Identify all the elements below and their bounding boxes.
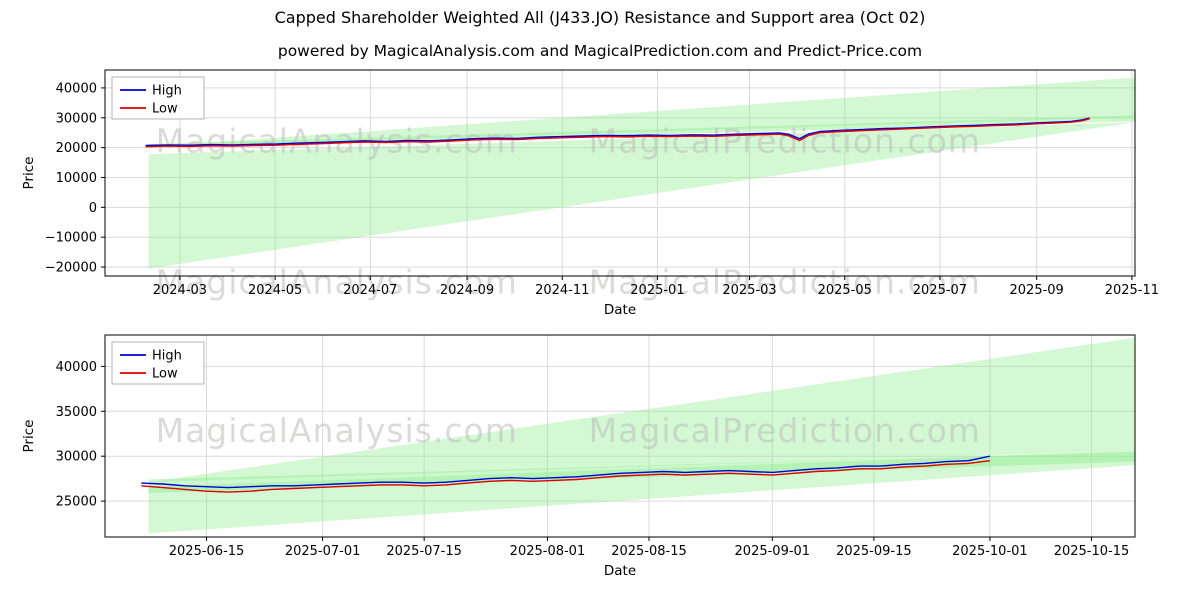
legend-label: Low	[152, 102, 178, 117]
axis-labels: 2025-06-15 2025-07-01 2025-07-15 2025-08-01…	[21, 360, 1129, 579]
plot-border	[104, 334, 1136, 538]
y-tick-label: 30000	[56, 111, 97, 126]
support-resistance-band	[148, 115, 1135, 149]
x-tick-label: 2024-11	[535, 283, 589, 298]
detail-chart: MagicalAnalysis.com MagicalPrediction.com…	[21, 334, 1136, 579]
support-resistance-band	[148, 122, 1135, 269]
watermark-text: MagicalPrediction.com	[589, 263, 981, 302]
legend-box	[111, 341, 205, 385]
legend-label: Low	[152, 367, 178, 382]
legend-box	[111, 76, 205, 120]
axis-labels: 2024-03 2024-05 2024-07 2024-09 2024-11 2025-…	[21, 81, 1159, 315]
y-tick-label: −20000	[45, 261, 97, 276]
x-tick-label: 2025-01	[630, 283, 684, 298]
x-tick-label: 2025-10-15	[1054, 544, 1130, 559]
x-tick-label: 2025-07-01	[285, 544, 361, 559]
watermark-text: MagicalAnalysis.com	[156, 411, 518, 450]
y-tick-label: 30000	[56, 450, 97, 465]
overview-chart: MagicalAnalysis.com MagicalPrediction.com…	[21, 69, 1159, 315]
y-tick-label: 25000	[56, 495, 97, 510]
y-tick-label: 35000	[56, 405, 97, 420]
y-axis-label: Price	[21, 157, 37, 190]
x-tick-label: 2025-09-15	[836, 544, 912, 559]
x-tick-label: 2024-03	[153, 283, 207, 298]
x-tick-label: 2025-10-01	[952, 544, 1028, 559]
y-tick-label: 40000	[56, 360, 97, 375]
y-tick-label: 0	[89, 201, 97, 216]
chart-title: Capped Shareholder Weighted All (J433.JO…	[274, 8, 926, 27]
x-tick-label: 2025-08-15	[611, 544, 687, 559]
support-resistance-band	[148, 337, 1135, 483]
legend-label: High	[152, 84, 182, 99]
x-tick-label: 2025-07	[913, 283, 967, 298]
y-tick-label: −10000	[45, 231, 97, 246]
y-tick-label: 40000	[56, 81, 97, 96]
x-tick-label: 2025-03	[722, 283, 776, 298]
x-tick-label: 2025-05	[818, 283, 872, 298]
y-axis-label: Price	[21, 420, 37, 453]
x-tick-label: 2024-07	[343, 283, 397, 298]
x-axis-label: Date	[604, 302, 636, 315]
low-line	[145, 118, 1090, 148]
x-tick-label: 2025-11	[1105, 283, 1159, 298]
y-tick-label: 10000	[56, 171, 97, 186]
plot-border	[104, 69, 1136, 277]
support-resistance-band	[148, 450, 1135, 534]
x-tick-label: 2025-09	[1010, 283, 1064, 298]
watermark-text: MagicalPrediction.com	[589, 411, 981, 450]
gridlines	[105, 335, 1135, 537]
x-axis-label: Date	[604, 563, 636, 579]
x-tick-label: 2025-09-01	[735, 544, 811, 559]
legend-label: High	[152, 349, 182, 364]
x-tick-label: 2025-08-01	[510, 544, 586, 559]
y-tick-label: 20000	[56, 141, 97, 156]
high-line	[145, 117, 1090, 147]
low-line	[141, 460, 990, 493]
x-tick-label: 2025-06-15	[169, 544, 245, 559]
gridlines	[105, 70, 1135, 276]
x-tick-label: 2024-09	[440, 283, 494, 298]
x-tick-label: 2025-07-15	[386, 544, 462, 559]
watermark-text: MagicalAnalysis.com	[156, 263, 518, 302]
high-line	[141, 455, 991, 489]
x-tick-label: 2024-05	[248, 283, 302, 298]
chart-subtitle: powered by MagicalAnalysis.com and Magic…	[277, 42, 923, 60]
support-resistance-band	[148, 77, 1135, 147]
